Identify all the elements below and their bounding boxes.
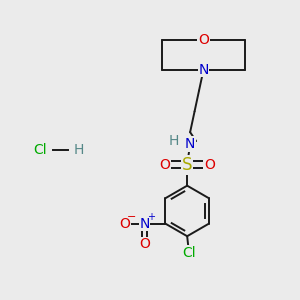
Text: +: + <box>147 212 155 222</box>
Text: −: − <box>127 212 137 222</box>
Text: Cl: Cl <box>33 143 47 157</box>
Text: H: H <box>169 134 179 148</box>
Text: O: O <box>204 158 215 172</box>
Text: O: O <box>198 33 209 47</box>
Text: H: H <box>74 143 84 157</box>
Text: N: N <box>185 137 195 151</box>
Text: N: N <box>198 63 209 77</box>
Text: N: N <box>139 217 150 231</box>
Text: O: O <box>139 237 150 251</box>
Text: O: O <box>120 217 130 231</box>
Text: Cl: Cl <box>182 245 196 260</box>
Text: O: O <box>159 158 170 172</box>
Text: S: S <box>182 156 192 174</box>
